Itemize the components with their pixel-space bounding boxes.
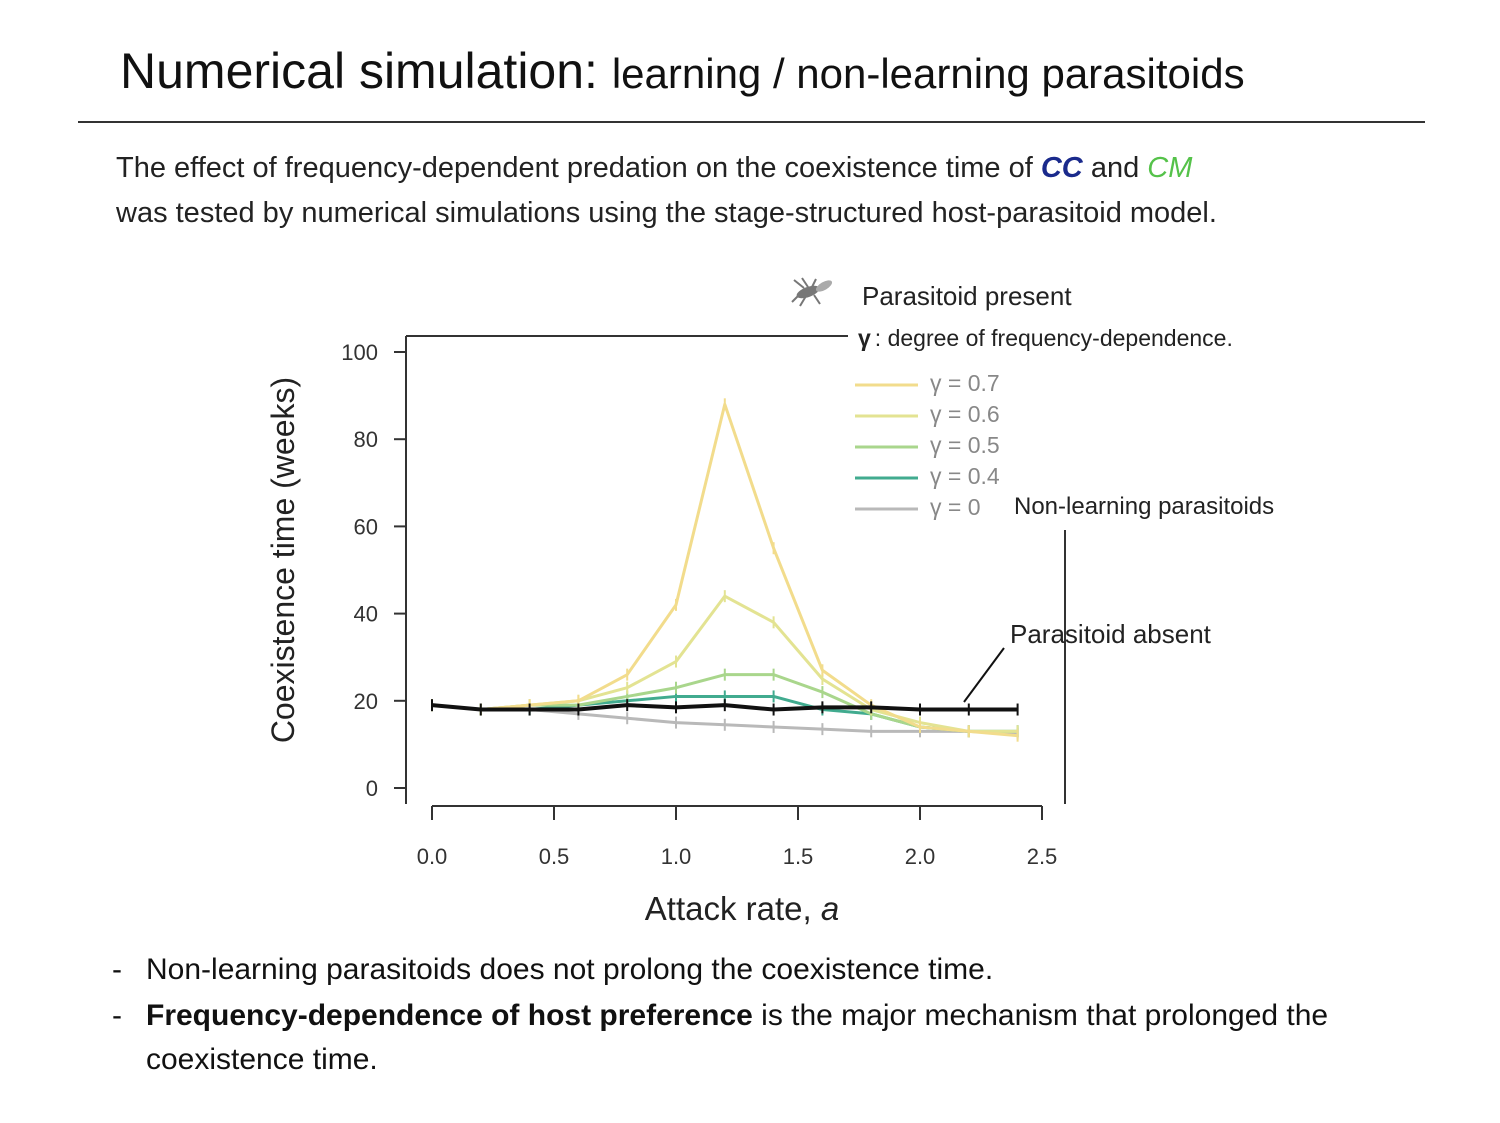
annotation-absent-pointer — [963, 647, 1005, 703]
gamma-description-text: : degree of frequency-dependence. — [875, 325, 1233, 351]
chart-legend: γ = 0.7 γ = 0.6 γ = 0.5 γ = 0.4 γ = 0 — [855, 370, 1000, 520]
legend-parasitoid-present: Parasitoid present — [862, 281, 1072, 311]
legend-gamma-description: γ: degree of frequency-dependence. — [858, 325, 1233, 351]
legend-label: γ = 0.6 — [930, 401, 1000, 427]
x-tick-label: 2.0 — [905, 844, 936, 869]
x-tick-label: 2.5 — [1027, 844, 1058, 869]
wasp-icon — [791, 277, 833, 307]
title-main: Numerical simulation: — [120, 43, 598, 99]
bullet-dash: - — [112, 999, 122, 1032]
chart-series — [431, 398, 1019, 742]
bullet-item: - Non-learning parasitoids does not prolo… — [112, 948, 1442, 992]
gamma-symbol: γ — [858, 325, 871, 351]
x-axis-label-var: a — [821, 890, 839, 927]
y-tick-label: 100 — [341, 340, 378, 365]
y-tick-label: 60 — [354, 514, 378, 539]
bullet-text: Non-learning parasitoids does not prolon… — [146, 953, 994, 986]
y-tick-label: 20 — [354, 689, 378, 714]
annotation-parasitoid-absent: Parasitoid absent — [1010, 619, 1212, 649]
x-axis-label: Attack rate, a — [645, 890, 839, 927]
legend-label: γ = 0.7 — [930, 370, 1000, 396]
title-sub: learning / non-learning parasitoids — [611, 50, 1245, 97]
intro-text: The effect of frequency-dependent predat… — [116, 146, 1436, 236]
y-tick-label: 80 — [354, 427, 378, 452]
bullet-dash: - — [112, 953, 122, 986]
x-axis-label-text: Attack rate, — [645, 890, 821, 927]
bullet-list: - Non-learning parasitoids does not prolo… — [112, 948, 1442, 1084]
intro-cc: CC — [1040, 152, 1083, 184]
legend-label: γ = 0 — [930, 494, 981, 520]
x-tick-label: 0.5 — [539, 844, 570, 869]
chart-axes: 0.0 0.5 1.0 1.5 2.0 2.5 0 20 40 60 80 100 — [341, 335, 1066, 869]
title-divider — [78, 121, 1425, 123]
x-tick-label: 1.0 — [661, 844, 692, 869]
x-tick-label: 1.5 — [783, 844, 814, 869]
legend-label: γ = 0.5 — [930, 432, 1000, 458]
bullet-text: is the major mechanism that prolonged th… — [146, 999, 1329, 1076]
bullet-bold: Frequency-dependence of host preference — [146, 999, 753, 1032]
intro-cm: CM — [1147, 152, 1193, 184]
intro-part2: was tested by numerical simulations usin… — [116, 197, 1217, 229]
y-axis-label: Coexistence time (weeks) — [265, 377, 301, 743]
annotation-nonlearning: Non-learning parasitoids — [1014, 493, 1274, 520]
intro-and: and — [1090, 152, 1140, 184]
y-tick-label: 40 — [354, 602, 378, 627]
bullet-item: - Frequency-dependence of host preference… — [112, 994, 1442, 1082]
intro-part1: The effect of frequency-dependent predat… — [116, 152, 1033, 184]
legend-label: γ = 0.4 — [930, 463, 1000, 489]
slide-title: Numerical simulation: learning / non-lea… — [120, 42, 1245, 100]
x-tick-label: 0.0 — [417, 844, 448, 869]
y-tick-label: 0 — [366, 776, 378, 801]
